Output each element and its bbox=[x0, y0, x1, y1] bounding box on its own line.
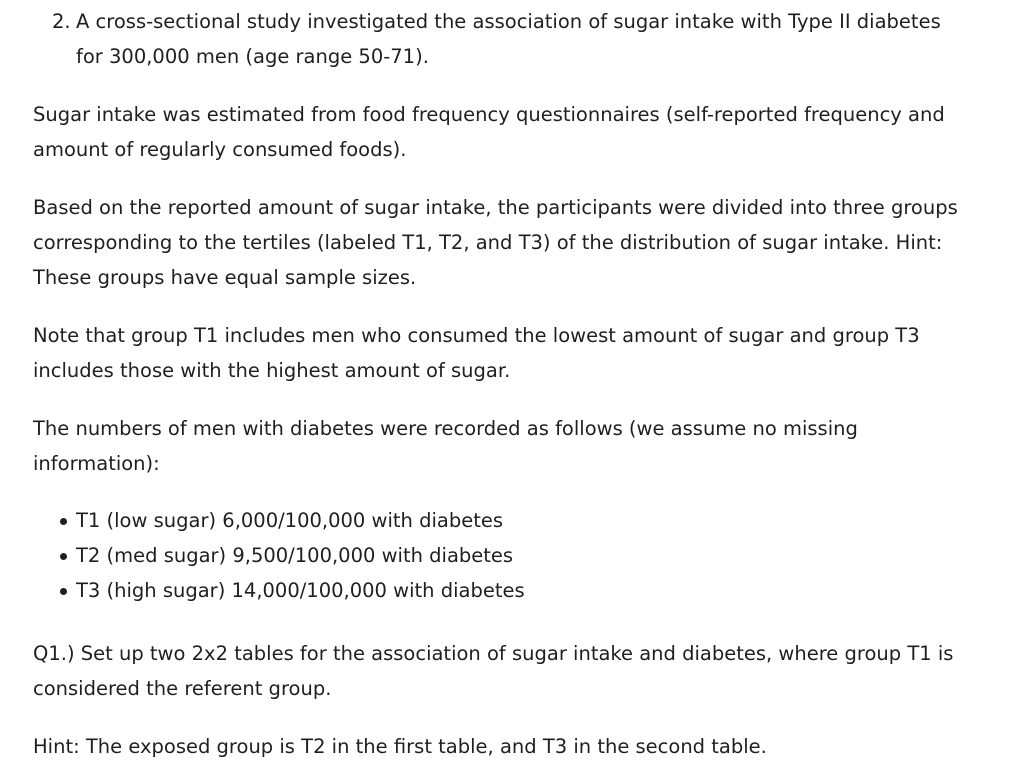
q1-line-2: considered the referent group. bbox=[33, 677, 332, 700]
list-item-text: T1 (low sugar) 6,000/100,000 with diabet… bbox=[76, 509, 504, 532]
paragraph-3-line-1: Note that group T1 includes men who cons… bbox=[33, 324, 920, 347]
question-line-2: for 300,000 men (age range 50-71). bbox=[76, 45, 429, 68]
list-item-text: T3 (high sugar) 14,000/100,000 with diab… bbox=[76, 579, 525, 602]
paragraph-1-line-1: Sugar intake was estimated from food fre… bbox=[33, 103, 945, 126]
hint-line: Hint: The exposed group is T2 in the fir… bbox=[33, 735, 767, 758]
paragraph-4-line-2: information): bbox=[33, 452, 160, 475]
q1-line-1: Q1.) Set up two 2x2 tables for the assoc… bbox=[33, 642, 954, 665]
paragraph-2-line-1: Based on the reported amount of sugar in… bbox=[33, 196, 958, 219]
paragraph-3-line-2: includes those with the highest amount o… bbox=[33, 359, 511, 382]
paragraph-2-line-3: These groups have equal sample sizes. bbox=[33, 266, 417, 289]
question-line-1: A cross-sectional study investigated the… bbox=[76, 10, 941, 33]
paragraph-4-line-1: The numbers of men with diabetes were re… bbox=[33, 417, 858, 440]
bullet-icon bbox=[60, 518, 67, 525]
paragraph-2-line-2: corresponding to the tertiles (labeled T… bbox=[33, 231, 943, 254]
bullet-icon bbox=[60, 553, 67, 560]
paragraph-1-line-2: amount of regularly consumed foods). bbox=[33, 138, 407, 161]
bullet-icon bbox=[60, 588, 67, 595]
list-item-text: T2 (med sugar) 9,500/100,000 with diabet… bbox=[76, 544, 514, 567]
question-number: 2. bbox=[52, 10, 71, 33]
